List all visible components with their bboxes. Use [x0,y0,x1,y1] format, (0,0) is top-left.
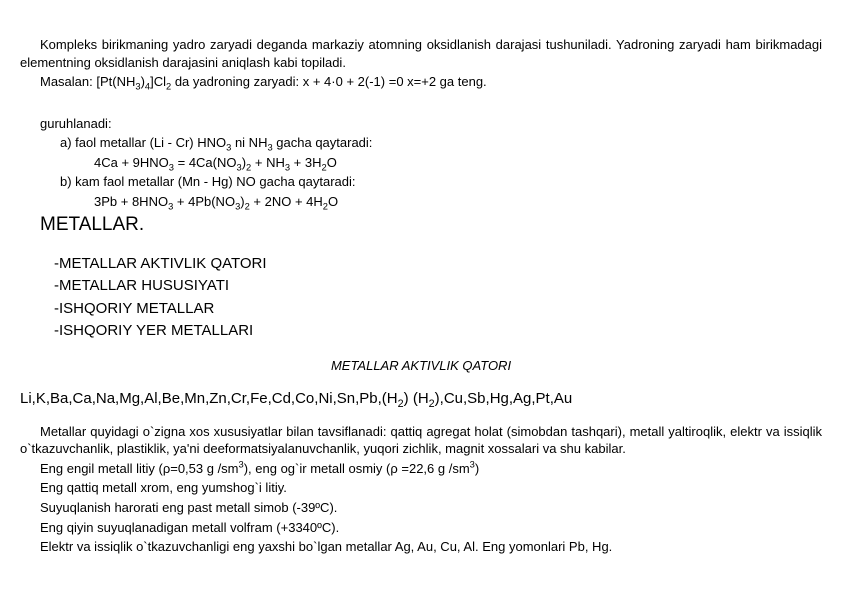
heading-metallar: METALLAR. [20,212,822,238]
grouped-a-label: a) faol metallar (Li - Cr) HNO3 ni NH3 g… [20,134,822,152]
grouped-b-label: b) kam faol metallar (Mn - Hg) NO gacha … [20,173,822,191]
topic-1: -METALLAR AKTIVLIK QATORI [54,254,822,274]
topic-4: -ISHQORIY YER METALLARI [54,321,822,341]
intro-para-1: Kompleks birikmaning yadro zaryadi degan… [20,36,822,71]
intro-para-2: Masalan: [Pt(NH3)4]Cl2 da yadroning zary… [20,73,822,91]
topics-list: -METALLAR AKTIVLIK QATORI -METALLAR HUSU… [20,254,822,341]
body-p3: Eng qattiq metall xrom, eng yumshog`i li… [20,479,822,497]
intro-text-1: Kompleks birikmaning yadro zaryadi degan… [20,37,822,70]
body-density: Eng engil metall litiy (ρ=0,53 g /sm3), … [20,460,822,478]
grouped-a-eq: 4Ca + 9HNO3 = 4Ca(NO3)2 + NH3 + 3H2O [20,154,822,172]
center-title: METALLAR AKTIVLIK QATORI [20,357,822,375]
body-p4: Suyuqlanish harorati eng past metall sim… [20,499,822,517]
activity-series: Li,K,Ba,Ca,Na,Mg,Al,Be,Mn,Zn,Cr,Fe,Cd,Co… [20,389,822,409]
body-p5: Eng qiyin suyuqlanadigan metall volfram … [20,519,822,537]
grouped-title: guruhlanadi: [20,115,822,133]
grouped-b-eq: 3Pb + 8HNO3 + 4Pb(NO3)2 + 2NO + 4H2O [20,193,822,211]
body-p1: Metallar quyidagi o`zigna xos xususiyatl… [20,423,822,458]
topic-2: -METALLAR HUSUSIYATI [54,276,822,296]
body-p6: Elektr va issiqlik o`tkazuvchanligi eng … [20,538,822,556]
topic-3: -ISHQORIY METALLAR [54,299,822,319]
